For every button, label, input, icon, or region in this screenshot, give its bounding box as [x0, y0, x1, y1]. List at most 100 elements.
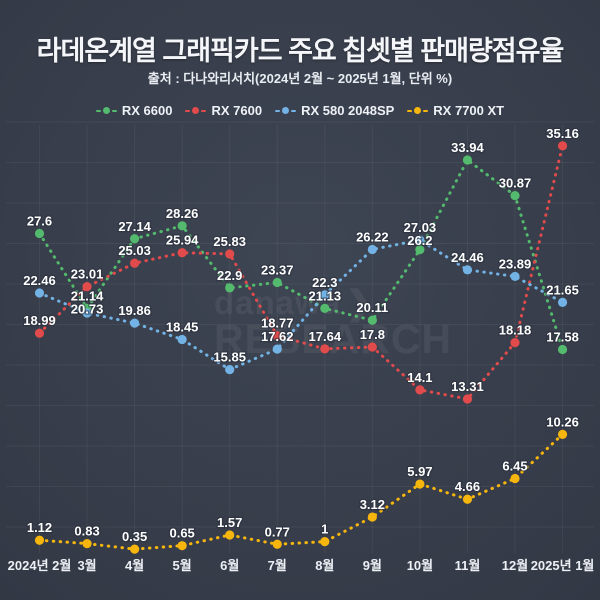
data-label: 23.37	[261, 262, 294, 277]
data-label: 18.77	[261, 316, 294, 331]
data-label: 27.03	[404, 220, 437, 235]
chart-source-subtitle: 출처 : 다나와리서치(2024년 2월 ~ 2025년 1월, 단위 %)	[147, 71, 453, 86]
data-point	[367, 342, 377, 352]
data-point	[462, 265, 473, 275]
data-label: 1.57	[217, 515, 242, 530]
legend-marker-icon	[407, 107, 429, 114]
data-label: 25.83	[213, 234, 246, 249]
data-point	[34, 288, 45, 298]
data-label: 18.99	[23, 313, 56, 328]
data-label: 15.85	[213, 350, 246, 365]
data-label: 23.89	[499, 256, 532, 271]
data-point	[82, 308, 92, 318]
data-point	[82, 538, 92, 549]
data-label: 26.22	[356, 229, 389, 244]
series-line	[38, 432, 565, 551]
data-point	[177, 248, 187, 258]
data-point	[320, 537, 330, 547]
data-point	[34, 328, 45, 338]
data-point	[462, 494, 473, 504]
data-point	[225, 530, 235, 540]
data-point	[225, 283, 235, 293]
data-label: 23.01	[71, 267, 104, 282]
x-axis-label: 11월	[455, 558, 481, 573]
data-label: 17.8	[360, 327, 385, 342]
data-point	[177, 221, 187, 231]
legend-item-rx-7600: RX 7600	[185, 103, 262, 118]
data-point	[462, 155, 473, 165]
x-axis-label: 12월	[502, 558, 528, 573]
data-label: 28.26	[166, 206, 199, 221]
legend-label: RX 7700 XT	[433, 103, 505, 118]
data-point	[225, 364, 235, 375]
series-rx-7700-xt	[34, 429, 568, 554]
data-label: 27.6	[27, 213, 52, 228]
data-point	[34, 228, 45, 239]
data-label: 25.03	[118, 243, 151, 258]
data-point	[510, 473, 520, 484]
data-label: 18.45	[166, 319, 199, 334]
legend-item-rx-6600: RX 6600	[95, 103, 172, 118]
data-point	[415, 235, 425, 245]
data-point	[367, 244, 377, 255]
data-point	[272, 277, 282, 288]
x-axis-labels: 2024년 2월 3월 4월 5월 6월 7월 8월 9월 10월 11월 12월 2025년 1월	[8, 558, 595, 573]
legend-item-rx-7700-xt: RX 7700 XT	[407, 103, 504, 118]
series-rx-6600	[34, 155, 568, 355]
legend-label: RX 7600	[211, 103, 263, 118]
data-point	[177, 334, 187, 345]
data-label: 3.12	[360, 497, 385, 512]
data-point	[415, 479, 425, 489]
legend-item-rx-580-2048sp: RX 580 2048SP	[275, 103, 394, 118]
data-label: 13.31	[451, 379, 484, 394]
data-label: 0.65	[169, 526, 194, 541]
data-label: 22.9	[217, 268, 242, 283]
data-label: 4.66	[455, 479, 480, 494]
data-point	[34, 535, 45, 545]
data-label: 19.86	[118, 303, 151, 318]
data-point	[510, 271, 520, 282]
data-label: 10.26	[546, 414, 579, 429]
x-axis-label: 9월	[363, 558, 382, 573]
data-label: 22.3	[312, 275, 337, 290]
data-point	[272, 344, 282, 354]
data-point	[557, 429, 568, 439]
data-label: 21.13	[309, 288, 342, 303]
x-axis-label: 4월	[125, 558, 144, 573]
series-rx-580-2048sp	[34, 235, 568, 375]
chart-legend: RX 6600 RX 7600 RX 580 2048SP RX 7700 XT	[0, 103, 600, 118]
x-axis-label: 2025년 1월	[531, 558, 595, 573]
data-point	[415, 385, 425, 395]
data-point	[225, 249, 235, 259]
data-label: 6.45	[502, 458, 527, 473]
data-label: 30.87	[499, 176, 532, 191]
data-label: 14.1	[407, 370, 432, 385]
data-label: 5.97	[407, 464, 432, 479]
x-axis-label: 3월	[77, 558, 96, 573]
data-label: 1.12	[27, 520, 52, 535]
x-axis-label: 2024년 2월	[8, 558, 72, 573]
data-point	[130, 234, 140, 244]
data-label: 17.62	[261, 329, 294, 344]
data-label: 24.46	[451, 250, 484, 265]
data-label: 35.16	[546, 126, 579, 141]
data-point	[557, 297, 568, 307]
series-line	[38, 144, 565, 401]
data-label: 1	[321, 522, 328, 537]
page-title: 라데온계열 그래픽카드 주요 칩셋별 판매량점유율	[36, 36, 565, 66]
data-label: 25.94	[166, 233, 199, 248]
data-label: 0.77	[265, 524, 290, 539]
data-point	[272, 539, 282, 549]
data-point	[557, 344, 568, 355]
data-label: 27.14	[118, 219, 151, 234]
x-axis-label: 5월	[173, 558, 192, 573]
x-axis-label: 8월	[315, 558, 334, 573]
data-label: 0.35	[122, 529, 147, 544]
data-label: 26.2	[407, 233, 432, 248]
legend-label: RX 580 2048SP	[301, 103, 395, 118]
data-point	[272, 331, 282, 341]
x-axis-label: 7월	[268, 558, 287, 573]
data-label: 21.14	[71, 288, 104, 303]
